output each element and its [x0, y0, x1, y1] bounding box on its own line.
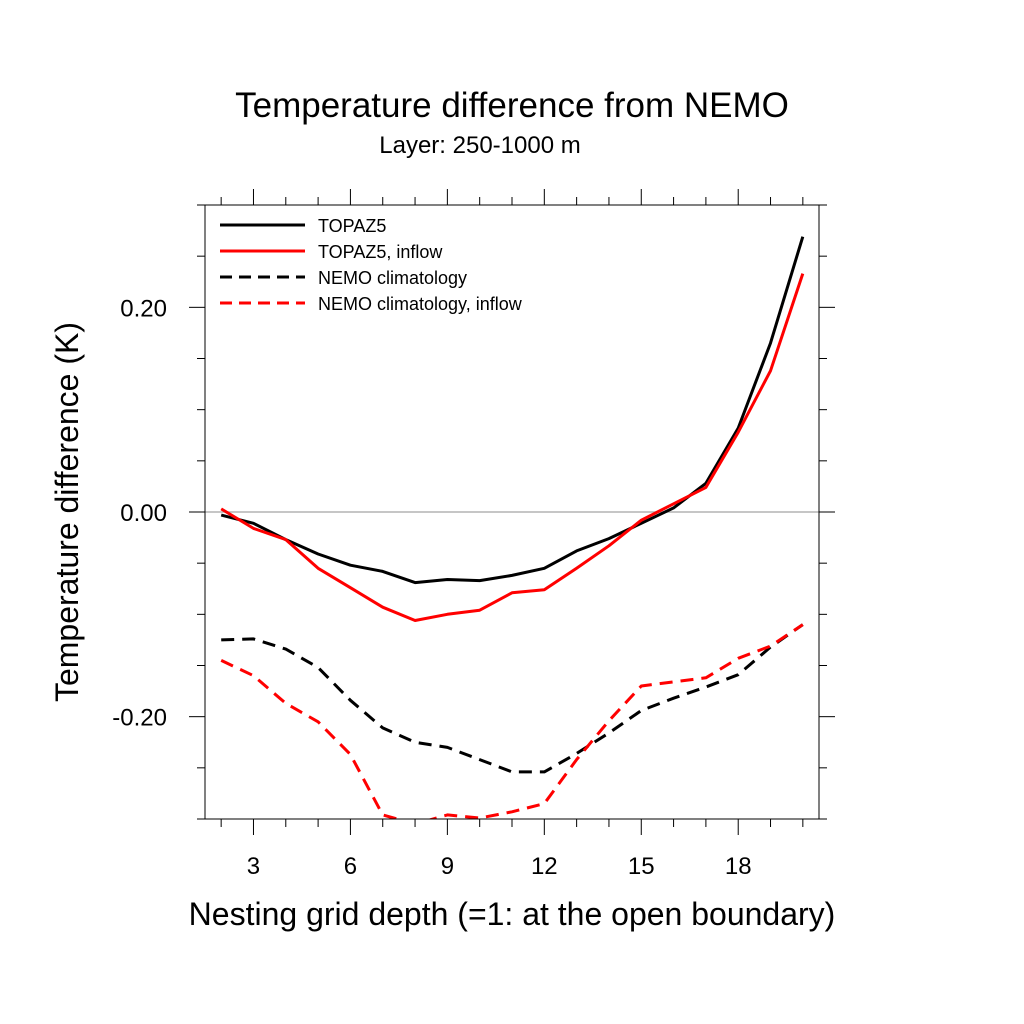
x-tick-label: 3	[247, 853, 260, 880]
series-line-4	[220, 623, 804, 819]
legend-label-3: NEMO climatology	[318, 268, 467, 288]
series-layer	[220, 236, 805, 819]
legend-label-2: TOPAZ5, inflow	[318, 242, 443, 262]
x-tick-label: 18	[725, 853, 752, 880]
chart-title: Temperature difference from NEMO	[235, 86, 789, 125]
series-line-1	[220, 236, 805, 585]
legend-label-1: TOPAZ5	[318, 216, 386, 236]
y-tick-label: 0.20	[120, 295, 167, 322]
y-tick-label: -0.20	[112, 705, 167, 732]
series-line-2	[220, 273, 805, 622]
x-tick-label: 15	[628, 853, 655, 880]
legend: TOPAZ5 TOPAZ5, inflow NEMO climatology NEMO…	[220, 216, 523, 314]
chart-subtitle: Layer: 250-1000 m	[379, 132, 581, 159]
legend-label-4: NEMO climatology, inflow	[318, 294, 523, 314]
x-axis-label: Nesting grid depth (=1: at the open boun…	[189, 896, 836, 932]
series-line-3	[221, 623, 804, 774]
y-tick-label: 0.00	[120, 500, 167, 527]
x-tick-label: 12	[531, 853, 558, 880]
y-axis-label: Temperature difference (K)	[49, 322, 85, 702]
x-tick-label: 6	[344, 853, 357, 880]
axis-ticks: 3 6 9 12 15 18 -0.20 0.00 0.20	[112, 189, 835, 880]
x-tick-label: 9	[441, 853, 454, 880]
